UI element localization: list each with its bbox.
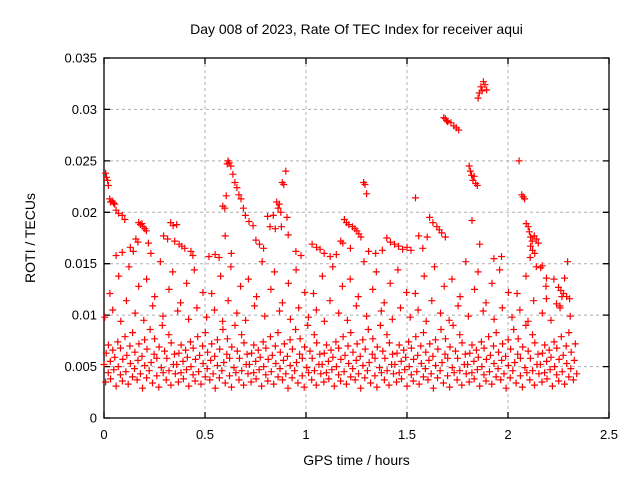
x-tick-label: 1.5 (398, 427, 416, 442)
y-tick-label: 0.035 (64, 51, 97, 66)
y-tick-label: 0.01 (72, 308, 97, 323)
axis-ticks (103, 57, 610, 419)
x-axis-label: GPS time / hours (303, 452, 410, 468)
x-tick-label: 2.5 (600, 427, 618, 442)
y-tick-label: 0.005 (64, 359, 97, 374)
x-tick-label: 2 (504, 427, 511, 442)
y-tick-label: 0.025 (64, 153, 97, 168)
chart-title: Day 008 of 2023, Rate Of TEC Index for r… (190, 21, 523, 37)
y-tick-label: 0.02 (72, 205, 97, 220)
x-tick-label: 0.5 (196, 427, 214, 442)
grid-lines (104, 58, 609, 418)
x-tick-label: 1 (302, 427, 309, 442)
y-tick-label: 0.03 (72, 102, 97, 117)
scatter-points (100, 78, 581, 392)
y-tick-label: 0.015 (64, 256, 97, 271)
y-tick-label: 0 (90, 411, 97, 426)
plot-border (103, 57, 610, 419)
x-tick-label: 0 (100, 427, 107, 442)
